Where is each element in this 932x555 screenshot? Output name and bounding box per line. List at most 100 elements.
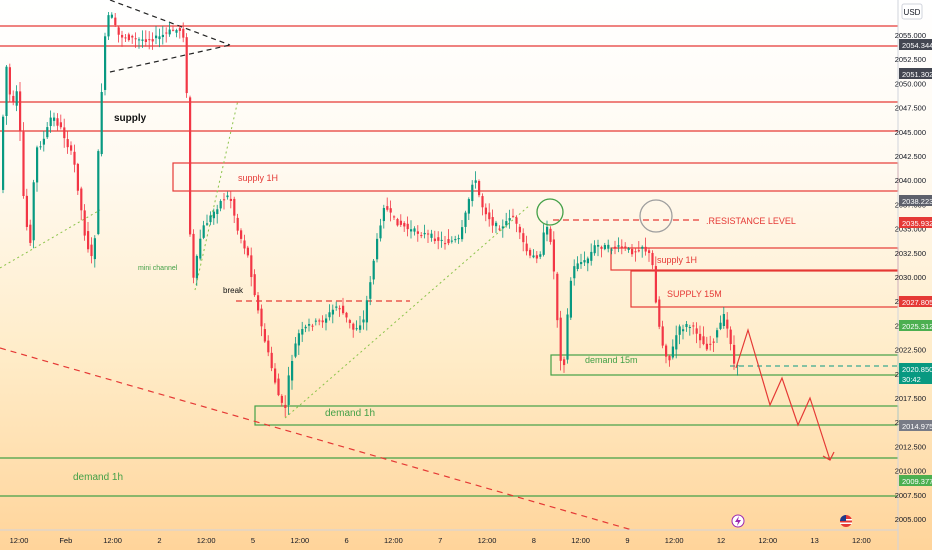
highlight-circle-green[interactable] <box>536 198 564 226</box>
candle-body <box>100 91 103 155</box>
candle-body <box>376 238 379 260</box>
time-tick-label: 8 <box>532 536 536 545</box>
candle-body <box>573 266 576 279</box>
triangle-line[interactable] <box>109 44 231 73</box>
candle-body <box>182 28 185 38</box>
candle-body <box>637 250 640 252</box>
price-tick-label: 2035.000 <box>895 225 926 234</box>
lightning-event-icon[interactable] <box>731 514 745 528</box>
candle-body <box>297 333 300 346</box>
candle-body <box>508 218 511 221</box>
candle-body <box>206 223 209 225</box>
price-badge-red <box>899 217 932 228</box>
candle-body <box>593 245 596 254</box>
candle-body <box>406 223 409 230</box>
price-badge-grey <box>899 39 932 50</box>
label-supply-1h-right[interactable]: supply 1H <box>657 255 697 265</box>
candle-body <box>90 244 93 257</box>
candle-body <box>457 238 460 240</box>
candle-body <box>695 328 698 334</box>
candle-body <box>437 237 440 241</box>
candle-body <box>209 215 212 223</box>
label-supply-1h-upper[interactable]: supply 1H <box>238 173 278 183</box>
candle-body <box>410 229 413 232</box>
candle-body <box>243 240 246 249</box>
channel-dotted-line[interactable] <box>284 204 531 419</box>
candle-body <box>481 196 484 208</box>
annotation-labels: supply supply 1H mini channel break .RES… <box>73 113 796 483</box>
price-tick-label: 2032.500 <box>895 249 926 258</box>
channel-dotted-line[interactable] <box>0 209 101 269</box>
candle-body <box>189 97 192 235</box>
supply-1h-zone[interactable] <box>172 162 899 192</box>
price-badge-label: 2027.805 <box>902 298 932 307</box>
currency-box[interactable] <box>901 3 923 20</box>
candle-body <box>294 343 297 357</box>
label-break[interactable]: break <box>223 286 244 295</box>
candle-body <box>474 180 477 183</box>
candle-body <box>399 220 402 225</box>
us-flag-icon[interactable] <box>840 515 852 527</box>
price-badge-green <box>899 475 932 486</box>
label-demand-1h-left[interactable]: demand 1h <box>73 472 123 483</box>
candle-body <box>484 207 487 215</box>
candle-body <box>491 217 494 226</box>
candle-body <box>447 239 450 244</box>
highlight-circle-grey[interactable] <box>639 199 673 233</box>
price-badge-teal <box>899 363 932 374</box>
candle-body <box>607 244 610 249</box>
candle-body <box>236 217 239 231</box>
label-demand-1h-mid[interactable]: demand 1h <box>325 408 375 419</box>
projection-path[interactable] <box>735 327 831 461</box>
candle-body <box>345 312 348 318</box>
candle-body <box>501 226 504 229</box>
time-tick-label: 12:00 <box>103 536 122 545</box>
price-axis[interactable]: 2055.000 2052.500 2050.000 2047.500 2045.000… <box>895 0 932 550</box>
label-demand-15m[interactable]: demand 15m <box>585 355 638 365</box>
candle-body <box>151 39 154 42</box>
candle-body <box>318 320 321 322</box>
time-tick-label: 12:00 <box>758 536 777 545</box>
candle-body <box>692 325 695 327</box>
candle-body <box>15 91 18 106</box>
candle-body <box>382 207 385 222</box>
candle-body <box>403 223 406 227</box>
price-axis-badges: 2054.344 2051.302 2038.223 2035.932 2027.805… <box>899 39 932 486</box>
candle-body <box>719 322 722 329</box>
time-tick-label: 12:00 <box>571 536 590 545</box>
label-resistance-level[interactable]: .RESISTANCE LEVEL <box>706 216 796 226</box>
price-badge-red <box>899 296 932 307</box>
price-tick-label: 2047.500 <box>895 104 926 113</box>
candle-body <box>63 127 66 139</box>
candle-body <box>291 361 294 381</box>
candle-body <box>250 255 253 278</box>
label-mini-channel[interactable]: mini channel <box>138 265 178 272</box>
candle-body <box>580 262 583 265</box>
candle-body <box>539 254 542 257</box>
label-supply[interactable]: supply <box>114 113 147 124</box>
price-badge-grey <box>899 195 932 206</box>
candle-body <box>335 306 338 308</box>
channel-dotted-line[interactable] <box>194 99 239 291</box>
label-supply-15m[interactable]: SUPPLY 15M <box>667 289 722 299</box>
candle-body <box>5 66 8 116</box>
candle-body <box>148 39 151 41</box>
candle-body <box>192 233 195 278</box>
candle-body <box>478 180 481 196</box>
candle-body <box>165 32 168 34</box>
candle-body <box>348 320 351 323</box>
supply-1h-right-zone[interactable] <box>610 247 899 271</box>
candle-body <box>117 27 120 35</box>
candle-body <box>46 127 49 138</box>
time-tick-label: 12:00 <box>197 536 216 545</box>
price-badge-label: 30:42 <box>902 375 921 384</box>
time-axis[interactable]: 12:00 Feb 12:00 2 12:00 5 12:00 6 12:00 7 12:00 8 12… <box>0 529 898 545</box>
candle-body <box>287 375 290 405</box>
price-badge-label: 2038.223 <box>902 197 932 206</box>
candle-body <box>321 320 324 323</box>
price-badge-label: 2009.377 <box>902 477 932 486</box>
price-badge-label: 2014.975 <box>902 422 932 431</box>
descending-dashed-trendline[interactable] <box>0 347 633 531</box>
